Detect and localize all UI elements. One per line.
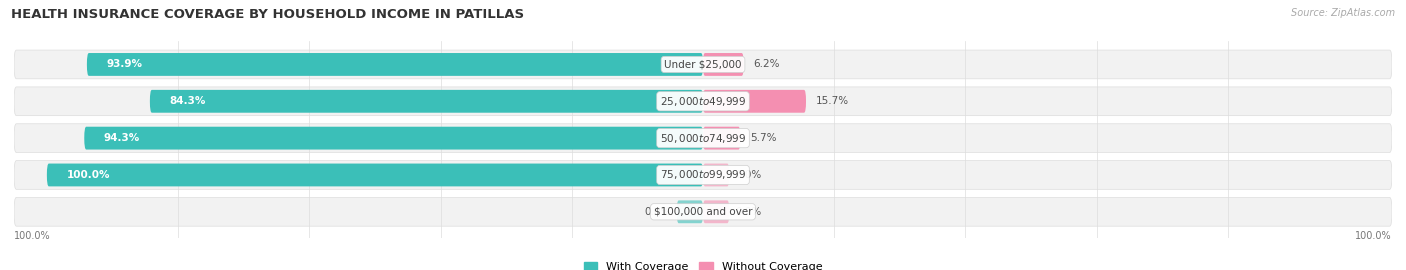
FancyBboxPatch shape	[87, 53, 703, 76]
FancyBboxPatch shape	[14, 124, 1392, 153]
FancyBboxPatch shape	[703, 53, 744, 76]
Text: $100,000 and over: $100,000 and over	[654, 207, 752, 217]
Text: 5.7%: 5.7%	[751, 133, 776, 143]
Text: 0.0%: 0.0%	[735, 170, 762, 180]
Text: HEALTH INSURANCE COVERAGE BY HOUSEHOLD INCOME IN PATILLAS: HEALTH INSURANCE COVERAGE BY HOUSEHOLD I…	[11, 8, 524, 21]
Text: $75,000 to $99,999: $75,000 to $99,999	[659, 168, 747, 181]
Text: 94.3%: 94.3%	[104, 133, 141, 143]
Text: 6.2%: 6.2%	[754, 59, 780, 69]
FancyBboxPatch shape	[14, 197, 1392, 226]
Text: $50,000 to $74,999: $50,000 to $74,999	[659, 132, 747, 145]
FancyBboxPatch shape	[703, 200, 730, 223]
Text: 100.0%: 100.0%	[66, 170, 110, 180]
FancyBboxPatch shape	[150, 90, 703, 113]
Text: 93.9%: 93.9%	[107, 59, 142, 69]
FancyBboxPatch shape	[676, 200, 703, 223]
Text: 15.7%: 15.7%	[815, 96, 849, 106]
Text: $25,000 to $49,999: $25,000 to $49,999	[659, 95, 747, 108]
Text: 100.0%: 100.0%	[1355, 231, 1392, 241]
Text: 0.0%: 0.0%	[735, 207, 762, 217]
FancyBboxPatch shape	[14, 161, 1392, 189]
Text: 100.0%: 100.0%	[14, 231, 51, 241]
Legend: With Coverage, Without Coverage: With Coverage, Without Coverage	[581, 258, 825, 270]
FancyBboxPatch shape	[703, 164, 730, 186]
FancyBboxPatch shape	[14, 50, 1392, 79]
Text: Source: ZipAtlas.com: Source: ZipAtlas.com	[1291, 8, 1395, 18]
FancyBboxPatch shape	[703, 90, 806, 113]
FancyBboxPatch shape	[84, 127, 703, 150]
FancyBboxPatch shape	[46, 164, 703, 186]
FancyBboxPatch shape	[703, 127, 741, 150]
FancyBboxPatch shape	[14, 87, 1392, 116]
Text: 84.3%: 84.3%	[170, 96, 205, 106]
Text: 0.0%: 0.0%	[644, 207, 671, 217]
Text: Under $25,000: Under $25,000	[664, 59, 742, 69]
